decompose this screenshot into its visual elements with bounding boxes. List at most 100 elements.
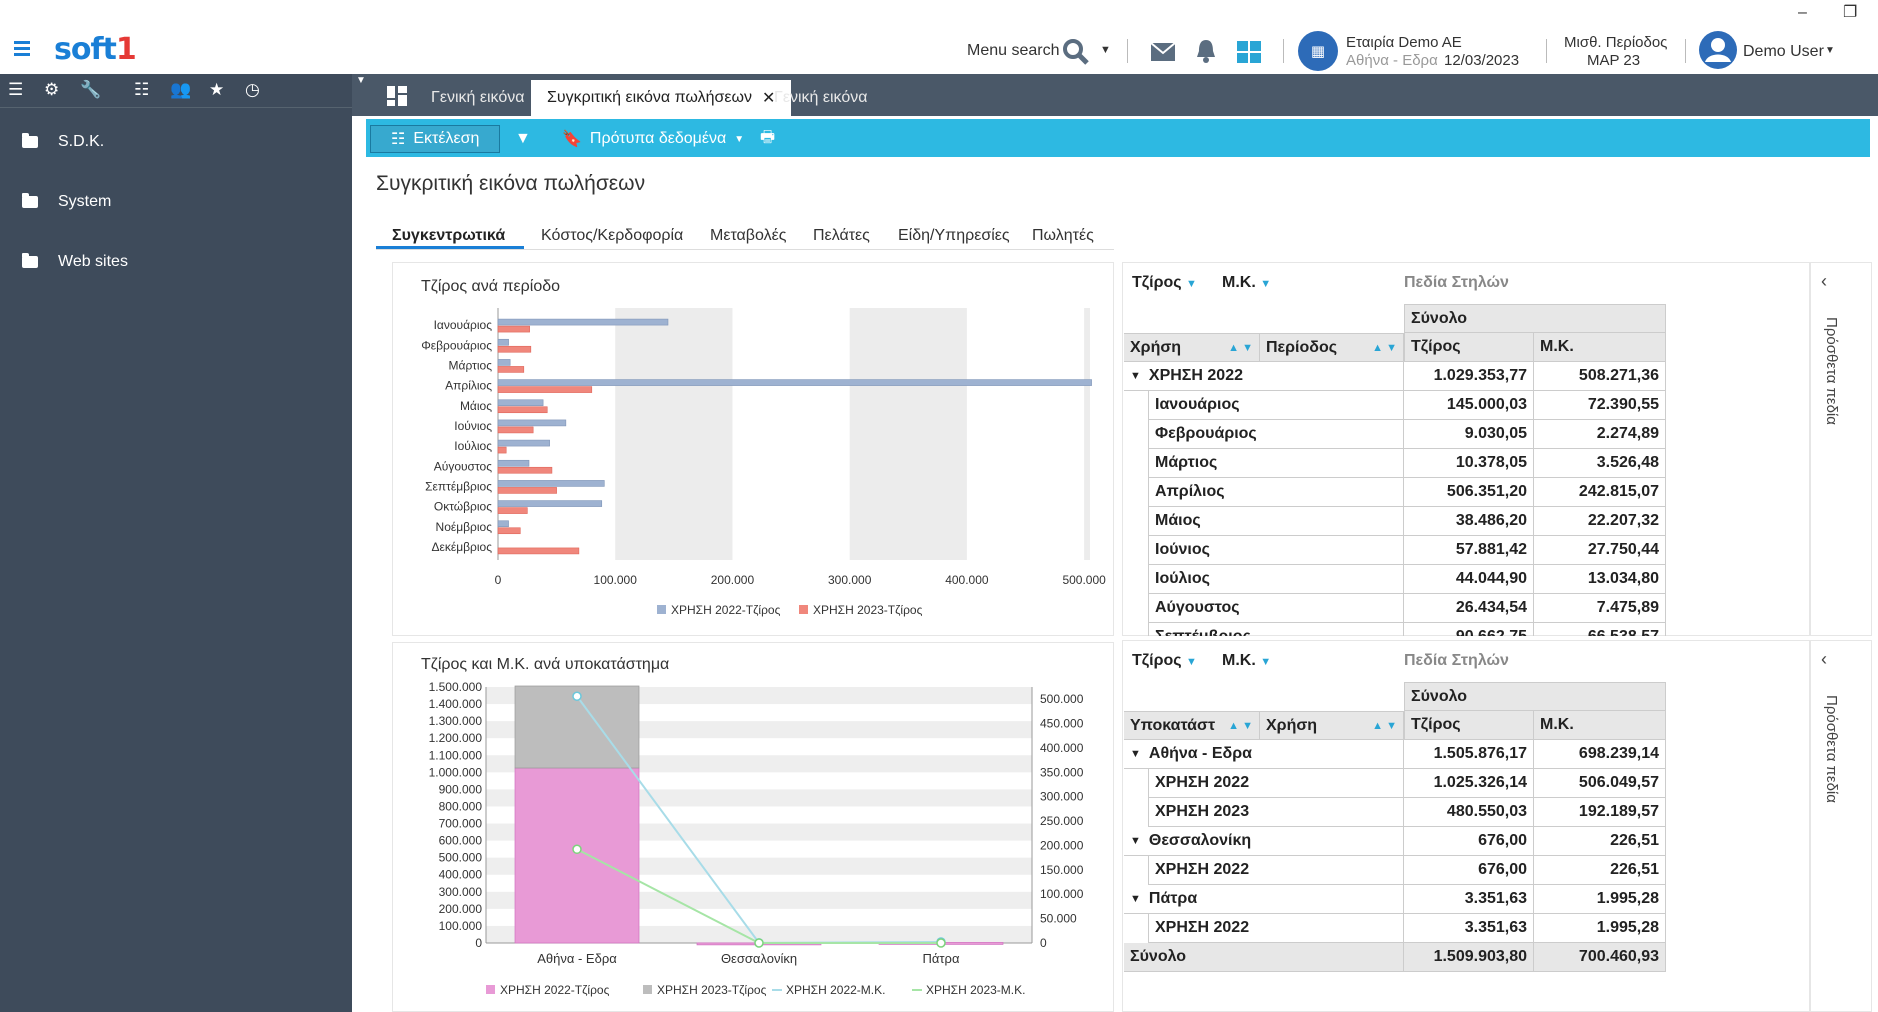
sidebar-item-sdk[interactable]: S.D.K. bbox=[22, 133, 104, 151]
subtab-items-services[interactable]: Είδη/Υπηρεσίες bbox=[898, 227, 1010, 244]
row-label: ΧΡΗΣΗ 2022 bbox=[1148, 856, 1404, 885]
sidebar-item-label: S.D.K. bbox=[58, 133, 105, 150]
row-field-2[interactable]: Περίοδος ▲ ▼ bbox=[1260, 333, 1404, 362]
x-tick-label: 200.000 bbox=[711, 573, 755, 587]
user-avatar[interactable] bbox=[1698, 30, 1738, 70]
expand-left-icon[interactable]: ‹ bbox=[1821, 271, 1827, 291]
expand-left-icon[interactable]: ‹ bbox=[1821, 649, 1827, 669]
y2-tick-label: 0 bbox=[1040, 936, 1047, 950]
column-header-mk[interactable]: Μ.Κ. bbox=[1534, 711, 1666, 740]
y-tick-label: 1.400.000 bbox=[429, 697, 483, 711]
data-field-mk[interactable]: Μ.Κ. ▼ bbox=[1222, 652, 1272, 669]
data-field-mk[interactable]: Μ.Κ. ▼ bbox=[1222, 274, 1272, 291]
star-icon[interactable]: ★ bbox=[209, 80, 225, 99]
collapse-arrow-icon[interactable]: ▼ bbox=[356, 75, 366, 86]
company-icon[interactable]: ▦ bbox=[1298, 31, 1338, 71]
cell-mk: 506.049,57 bbox=[1534, 769, 1666, 798]
y-tick-label: 700.000 bbox=[439, 817, 483, 831]
y2-tick-label: 300.000 bbox=[1040, 790, 1084, 804]
bar bbox=[497, 439, 550, 447]
legend-swatch bbox=[657, 605, 666, 614]
search-dropdown-icon[interactable]: ▼ bbox=[1100, 44, 1111, 56]
menu-search-label[interactable]: Menu search bbox=[967, 42, 1060, 59]
row-field-2[interactable]: Χρήση ▲ ▼ bbox=[1260, 711, 1404, 740]
cell-mk: 2.274,89 bbox=[1534, 420, 1666, 449]
row-label: Ιανουάριος bbox=[1148, 391, 1404, 420]
execute-button[interactable]: ☷ Εκτέλεση bbox=[370, 125, 501, 153]
data-field-tziros[interactable]: Τζίρος ▼ bbox=[1132, 274, 1197, 291]
pivot1-table: Τζίρος ▼ Μ.Κ. ▼ Πεδία Στηλών Σύνολο Τζίρος Μ.… bbox=[1122, 262, 1810, 636]
y2-tick-label: 200.000 bbox=[1040, 838, 1084, 852]
close-icon[interactable]: ✕ bbox=[762, 90, 776, 107]
chart2-title: Τζίρος και Μ.Κ. ανά υποκατάστημα bbox=[421, 656, 670, 673]
tab-general-view-2[interactable]: Γενική εικόνα bbox=[758, 80, 883, 116]
subtab-summary[interactable]: Συγκεντρωτικά bbox=[392, 227, 506, 244]
row-field-1[interactable]: Υποκατάστ ▲ ▼ bbox=[1124, 711, 1260, 740]
user-list-icon[interactable]: ☷ bbox=[134, 80, 150, 99]
clock-icon[interactable]: ◷ bbox=[245, 80, 260, 99]
subtab-changes[interactable]: Μεταβολές bbox=[710, 227, 787, 244]
tab-label: Συγκριτική εικόνα πωλήσεων bbox=[547, 89, 752, 106]
company-name[interactable]: Εταιρία Demo AE bbox=[1346, 34, 1462, 51]
row-group-header[interactable]: ▼ Αθήνα - Εδρα bbox=[1124, 740, 1404, 769]
separator bbox=[1127, 39, 1128, 63]
chart2-svg: 0 100.000 200.000 300.000 400.000 500.000 600.… bbox=[429, 680, 1084, 997]
subtab-salespeople[interactable]: Πωλητές bbox=[1032, 227, 1094, 244]
legend-label: ΧΡΗΣΗ 2023-Τζίρος bbox=[813, 603, 923, 617]
hamburger-icon[interactable] bbox=[14, 41, 30, 56]
y-tick-label: Φεβρουάριος bbox=[421, 338, 492, 352]
row-group-header[interactable]: ▼ ΧΡΗΣΗ 2022 bbox=[1124, 362, 1404, 391]
cell-tziros: 90.662,75 bbox=[1404, 623, 1534, 636]
y-tick-label: Ιανουάριος bbox=[434, 318, 493, 332]
pivot1-side-panel[interactable]: ‹ Πρόσθετα πεδία bbox=[1810, 262, 1872, 636]
cell-tziros: 3.351,63 bbox=[1404, 914, 1534, 943]
row-group-header[interactable]: ▼ Πάτρα bbox=[1124, 885, 1404, 914]
sidebar-item-web-sites[interactable]: Web sites bbox=[22, 253, 128, 271]
data-templates-button[interactable]: 🔖 Πρότυπα δεδομένα ▼ bbox=[562, 125, 744, 153]
y2-tick-label: 400.000 bbox=[1040, 741, 1084, 755]
y-tick-label: 0 bbox=[475, 936, 482, 950]
dashboard-grid-icon[interactable] bbox=[387, 86, 407, 106]
filter-icon[interactable]: ▼ bbox=[515, 130, 531, 147]
minimize-button[interactable]: – bbox=[1798, 4, 1807, 21]
wrench-icon[interactable]: 🔧 bbox=[80, 80, 102, 99]
column-fields-area[interactable]: Πεδία Στηλών bbox=[1404, 652, 1509, 669]
y-tick-label: 100.000 bbox=[439, 919, 483, 933]
gear-icon[interactable]: ⚙ bbox=[44, 80, 60, 99]
row-label: Ιούνιος bbox=[1148, 536, 1404, 565]
payroll-period-value[interactable]: ΜΑΡ 23 bbox=[1587, 52, 1641, 69]
data-field-tziros[interactable]: Τζίρος ▼ bbox=[1132, 652, 1197, 669]
print-icon[interactable]: 🖶 bbox=[760, 128, 776, 146]
user-name[interactable]: Demo User bbox=[1743, 43, 1824, 60]
cell-mk: 7.475,89 bbox=[1534, 594, 1666, 623]
tab-general-view[interactable]: Γενική εικόνα bbox=[415, 80, 540, 116]
notifications-bell-icon[interactable] bbox=[1195, 38, 1217, 64]
cell-mk: 192.189,57 bbox=[1534, 798, 1666, 827]
windows-icon[interactable] bbox=[1237, 41, 1261, 63]
sidebar-item-label: System bbox=[58, 193, 112, 210]
sidebar-item-system[interactable]: System bbox=[22, 193, 111, 211]
restore-button[interactable]: ❐ bbox=[1843, 4, 1858, 21]
column-fields-area[interactable]: Πεδία Στηλών bbox=[1404, 274, 1509, 291]
column-header-tziros[interactable]: Τζίρος bbox=[1404, 333, 1534, 362]
subtab-customers[interactable]: Πελάτες bbox=[813, 227, 870, 244]
y-tick-label: 1.100.000 bbox=[429, 748, 483, 762]
column-header-mk[interactable]: Μ.Κ. bbox=[1534, 333, 1666, 362]
column-header-tziros[interactable]: Τζίρος bbox=[1404, 711, 1534, 740]
bar bbox=[497, 520, 509, 528]
y-tick-label: Απρίλιος bbox=[445, 379, 492, 393]
cell-tziros: 10.378,05 bbox=[1404, 449, 1534, 478]
row-group-header[interactable]: ▼ Θεσσαλονίκη bbox=[1124, 827, 1404, 856]
mail-icon[interactable] bbox=[1150, 42, 1176, 62]
tab-comparative-sales[interactable]: Συγκριτική εικόνα πωλήσεων ✕ bbox=[531, 80, 792, 116]
y-tick-label: 800.000 bbox=[439, 799, 483, 813]
subtab-cost-profit[interactable]: Κόστος/Κερδοφορία bbox=[541, 227, 684, 244]
list-icon[interactable]: ☰ bbox=[8, 80, 24, 99]
users-icon[interactable]: 👥 bbox=[170, 80, 192, 99]
pivot2-side-panel[interactable]: ‹ Πρόσθετα πεδία bbox=[1810, 640, 1872, 1012]
row-field-1[interactable]: Χρήση ▲ ▼ bbox=[1124, 333, 1260, 362]
user-dropdown-icon[interactable]: ▼ bbox=[1825, 45, 1835, 56]
grand-total-tziros: 1.509.903,80 bbox=[1404, 943, 1534, 972]
branch-name: Αθήνα - Εδρα bbox=[1346, 52, 1438, 69]
search-icon[interactable] bbox=[1062, 38, 1090, 66]
